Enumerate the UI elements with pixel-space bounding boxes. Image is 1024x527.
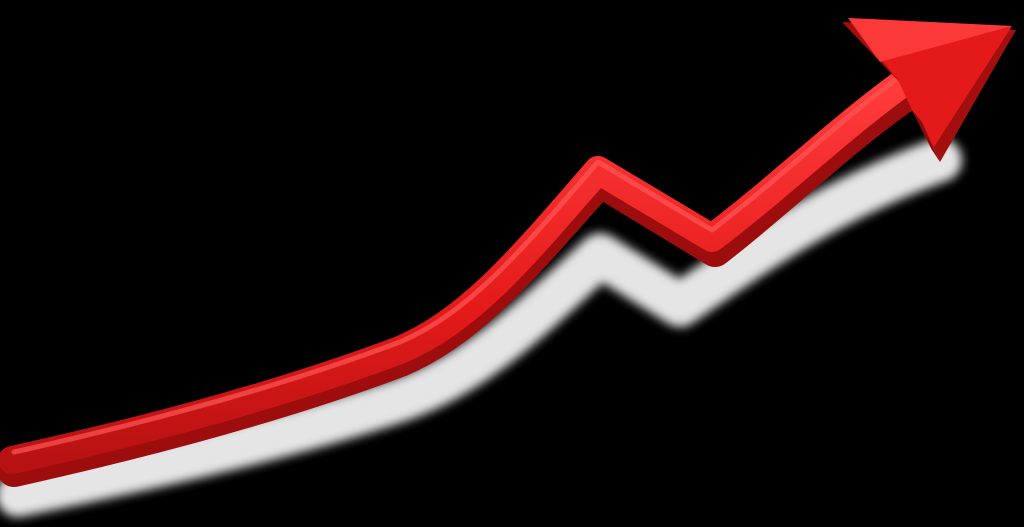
arrow-head [842, 18, 1016, 162]
arrow-body [0, 71, 914, 474]
arrow-shadow [0, 138, 962, 517]
arrow-body-highlight [11, 75, 901, 455]
